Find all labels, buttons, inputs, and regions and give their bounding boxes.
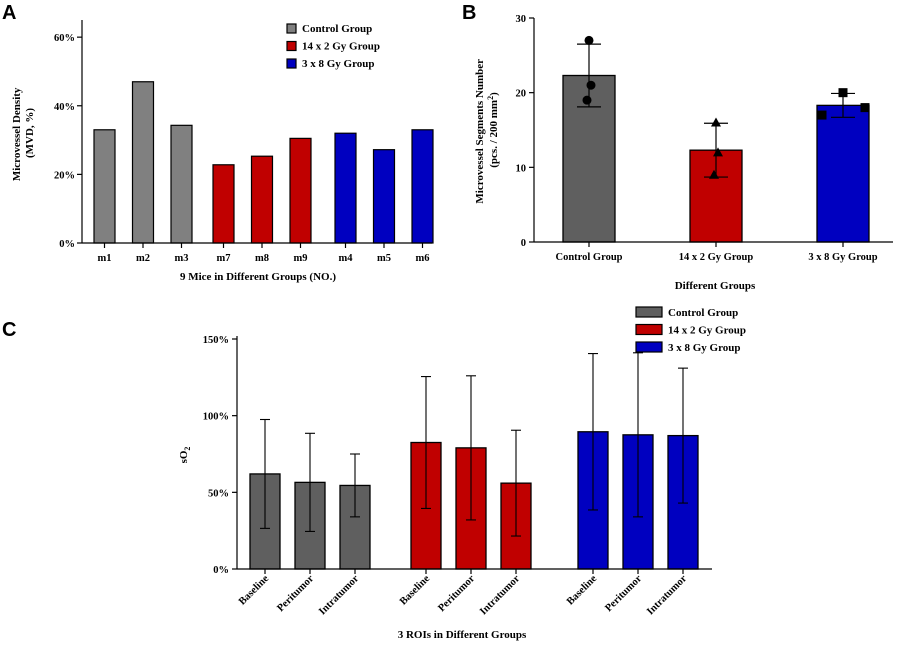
panel-c-y-label-subscript: 2 [183,447,192,451]
panel-b-point-3-x-8-gy-group [838,88,848,98]
panel-c-x-tick-label-peritumor: Peritumor [275,573,316,614]
panel-a-x-tick-label-m3: m3 [175,253,189,264]
panel-b-y-label: Microvessel Segments Number (pcs. / 200 … [474,56,500,203]
panel-a-bar-m5 [372,149,396,244]
panel-b-y-label-superscript: 2 [486,96,495,100]
panel-b-bar-3-x-8-gy-group [816,104,870,243]
panel-a-y-tick-label: 0% [59,239,75,250]
panel-b-point-control-group [582,95,592,105]
panel-a-x-tick-label-m2: m2 [136,253,150,264]
panel-c-x-tick-label-intratumor: Intratumor [645,573,689,617]
panel-a-y-ticks: 0% 20% 40% 60% [54,33,82,250]
panel-c-letter: C [2,319,16,341]
panel-c: C 0%50%100%150% Baseline Peritumor Intratu… [2,306,746,641]
panel-a-bar-m4 [334,132,357,244]
panel-a-legend-label-14-x-2-gy-group: 14 x 2 Gy Group [302,41,380,53]
panel-a-legend-swatch-14-x-2-gy-group [286,40,297,52]
panel-a-x-tick-label-m5: m5 [377,253,391,264]
panel-b-x-tick-label-14-x-2-gy-group: 14 x 2 Gy Group [679,252,754,263]
panel-c-y-tick-label: 150% [203,335,229,346]
panel-c-legend: Control Group 14 x 2 Gy Group 3 x 8 Gy Gro… [635,306,746,354]
panel-b-y-tick-label: 30 [516,14,527,25]
panel-a-bar-m8 [250,155,274,244]
panel-c-x-tick-label-baseline: Baseline [237,573,271,607]
panel-a-y-label: Microvessel Density (MVD, %) [11,85,36,181]
panel-a-y-label-line2: (MVD, %) [24,108,36,158]
panel-b-point-control-group [586,80,596,90]
panel-c-bars [249,352,699,570]
panel-b-y-label-line2: (pcs. / 200 mm [488,100,500,168]
panel-c-x-tick-label-peritumor: Peritumor [436,573,477,614]
panel-b-x-label: Different Groups [675,280,756,292]
panel-c-legend-label-control-group: Control Group [668,307,738,319]
panel-c-y-tick-label: 100% [203,412,229,423]
panel-a-y-tick-label: 20% [54,170,75,181]
panel-c-x-tick-label-baseline: Baseline [565,573,599,607]
panel-a-x-label: 9 Mice in Different Groups (NO.) [180,271,336,283]
panel-c-y-label-main: sO [178,450,190,463]
panel-b-x-tick-label-control-group: Control Group [556,252,623,263]
panel-a-bar-m1 [93,129,116,244]
panel-a-x-ticks: m1 m2 m3 m7 m8 m9 m4 m5 m6 [98,243,430,264]
panel-a-x-tick-label-m6: m6 [416,253,430,264]
panel-c-legend-swatch-control-group [635,306,663,318]
panel-b-point-3-x-8-gy-group [860,103,870,113]
panel-a-letter: A [2,2,16,24]
panel-a-bar-m7 [212,164,235,244]
panel-c-x-tick-label-baseline: Baseline [398,573,432,607]
panel-c-y-label: sO2 [178,447,192,464]
panel-b-bars [562,35,870,243]
panel-c-x-tick-label-intratumor: Intratumor [317,573,361,617]
panel-b: B 0 10 20 30 Control Group 14 x 2 Gy Group 3 … [462,2,893,292]
panel-b-point-14-x-2-gy-group [709,169,719,179]
panel-c-y-tick-label: 50% [208,488,229,499]
panel-b-point-14-x-2-gy-group [711,117,721,127]
panel-b-x-tick-label-3-x-8-gy-group: 3 x 8 Gy Group [808,252,877,263]
panel-b-y-tick-label: 10 [516,163,527,174]
panel-b-x-ticks: Control Group 14 x 2 Gy Group 3 x 8 Gy Gro… [556,242,878,263]
panel-b-y-tick-label: 0 [521,238,526,249]
panel-a-y-tick-label: 40% [54,102,75,113]
panel-a-y-label-line1: Microvessel Density [11,87,23,181]
panel-c-legend-swatch-3-x-8-gy-group [635,341,663,353]
panel-b-point-control-group [584,35,594,45]
panel-a-bar-m9 [289,137,312,244]
panel-c-x-label: 3 ROIs in Different Groups [398,629,527,641]
panel-c-y-tick-label: 0% [213,565,229,576]
panel-b-y-label-close: ) [488,92,500,96]
panel-c-legend-swatch-14-x-2-gy-group [635,323,663,336]
panel-a-y-tick-label: 60% [54,33,75,44]
panel-a-bar-m3 [170,124,193,244]
panel-a-x-tick-label-m1: m1 [98,253,112,264]
panel-c-legend-label-3-x-8-gy-group: 3 x 8 Gy Group [668,342,741,354]
panel-a: A 0% 20% 40% 60% m1 m2 m3 m7 m8 m9 m4 m5 m6 Microve… [2,2,434,283]
panel-a-bar-m2 [131,81,155,244]
panel-b-y-ticks: 0 10 20 30 [516,14,534,249]
panel-a-bar-m6 [411,129,434,244]
panel-a-x-tick-label-m4: m4 [339,253,354,264]
panel-b-y-label-line1: Microvessel Segments Number [474,59,486,204]
panel-a-legend: Control Group 14 x 2 Gy Group 3 x 8 Gy Gro… [286,23,380,70]
panel-a-bars [93,81,434,244]
panel-a-legend-swatch-3-x-8-gy-group [286,58,297,69]
panel-a-legend-swatch-control-group [286,23,297,34]
panel-c-y-ticks: 0% 50% 100% 150% [203,335,237,576]
panel-a-legend-label-control-group: Control Group [302,23,372,35]
panel-b-point-3-x-8-gy-group [817,110,827,120]
panel-a-x-tick-label-m8: m8 [255,253,269,264]
panel-c-x-ticks: Baseline Peritumor Intratumor Baseline Perit… [237,569,689,617]
panel-b-point-14-x-2-gy-group [713,147,723,157]
panel-a-x-tick-label-m7: m7 [217,253,231,264]
panel-c-x-tick-label-intratumor: Intratumor [478,573,522,617]
panel-b-letter: B [462,2,476,24]
panel-a-legend-label-3-x-8-gy-group: 3 x 8 Gy Group [302,58,375,70]
panel-c-x-tick-label-peritumor: Peritumor [603,573,644,614]
panel-b-y-tick-label: 20 [516,89,527,100]
panel-a-x-tick-label-m9: m9 [294,253,308,264]
panel-c-legend-label-14-x-2-gy-group: 14 x 2 Gy Group [668,325,746,337]
